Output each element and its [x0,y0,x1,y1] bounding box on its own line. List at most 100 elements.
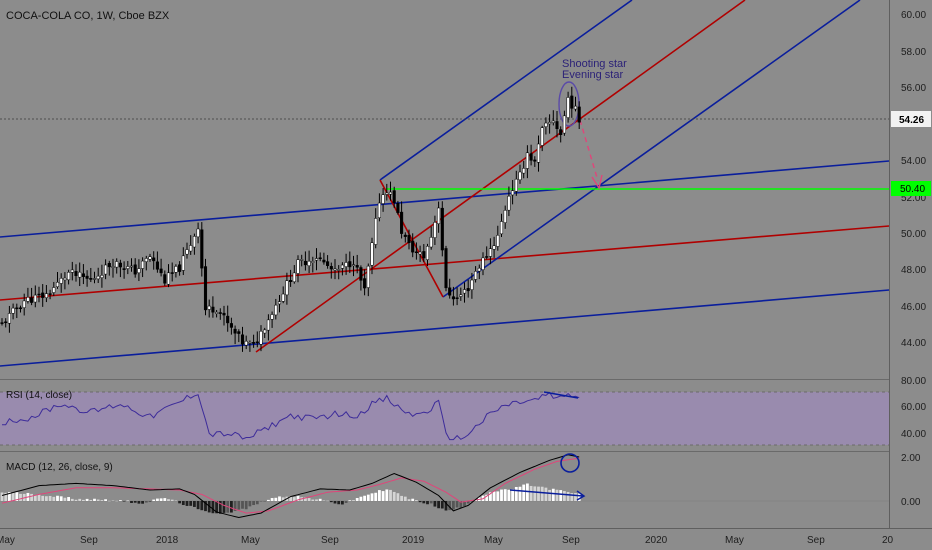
macd-histogram-bar [403,496,407,501]
macd-histogram-bar [37,494,41,501]
candle-down [18,307,23,310]
macd-histogram-bar [485,494,489,501]
candle-down [89,278,93,280]
macd-histogram-bar [85,498,89,501]
candle-down [4,321,8,324]
projection-arrowhead [591,174,603,190]
time-axis[interactable]: May Sep 2018 May Sep 2019 May Sep 2020 M… [0,535,894,546]
macd-histogram-bar [122,501,126,502]
macd-axis: 2.00 0.00 [901,453,921,508]
macd-histogram-bar [181,501,185,506]
macd-histogram-bar [163,498,167,501]
macd-histogram-bar [230,501,233,513]
macd-histogram-bar [56,495,59,501]
macd-histogram-bar [167,499,170,501]
macd-histogram-bar [514,486,518,501]
candle-up [548,122,552,125]
macd-histogram-bar [522,484,526,501]
candle-up [52,287,56,293]
candle-up [562,115,566,134]
time-label: May [0,535,15,546]
macd-histogram-bar [296,495,300,501]
candle-up [296,259,300,274]
chart-title[interactable]: COCA-COLA CO, 1W, Cboe BZX [6,10,170,22]
macd-histogram-bar [218,501,222,514]
candle-up [129,265,134,268]
macd-histogram-bar [503,489,507,501]
candle-down [559,129,563,135]
candle-up [111,266,115,268]
channel-lower-line[interactable] [0,289,890,367]
macd-histogram-trend-line [509,489,584,497]
rsi-title[interactable]: RSI (14, close) [6,390,72,401]
pitchfork-upper-line[interactable] [379,0,633,181]
macd-histogram-bar [237,501,241,510]
price-axis[interactable]: 60.00 58.00 56.00 52.00 54.00 50.00 48.0… [901,10,926,349]
candle-down [85,275,89,279]
support-price-marker [891,181,931,196]
candle-up [44,293,48,298]
candle-up [381,194,385,204]
candle-up [385,192,389,195]
macd-histogram-bar [304,497,307,501]
rsi-tick: 40.00 [901,429,926,440]
rsi-tick: 80.00 [901,376,926,387]
rsi-band [0,392,889,445]
candle-up [340,264,344,269]
candle-up [551,120,555,123]
macd-histogram-bar [452,501,455,510]
macd-histogram-bar [89,499,93,501]
price-axis-border [889,0,890,528]
pattern-label-evening-star: Evening star [562,69,623,81]
macd-histogram-bar [115,500,119,502]
macd-histogram-bar [489,492,492,501]
candle-up [370,242,374,266]
macd-histogram-bar [104,499,107,501]
macd-histogram-bar [540,486,544,501]
candle-up [388,191,393,195]
macd-histogram-bar [551,488,555,501]
candle-up [522,168,526,174]
candle-down [359,267,363,281]
macd-histogram-bar [315,499,318,501]
rsi-tick: 60.00 [901,402,926,413]
macd-title[interactable]: MACD (12, 26, close, 9) [6,462,113,473]
candle-down [440,207,444,251]
candle-down [229,323,233,328]
macd-histogram-bar [4,492,8,501]
candle-up [22,300,26,308]
candle-up [544,122,548,127]
candle-up [333,268,337,271]
macd-histogram-bar [152,499,156,501]
candle-down [15,307,19,310]
macd-histogram-bar [392,491,396,501]
macd-histogram-bar [511,489,514,501]
candle-down [400,211,404,234]
macd-histogram-bar [537,486,540,501]
macd-histogram-bar [137,501,141,504]
candle-down [392,190,396,203]
candle-down [118,262,122,268]
candle-down [178,264,182,272]
macd-histogram-bar [148,501,152,503]
candle-up [137,268,141,274]
candle-down [407,234,411,243]
candle-up [433,222,437,238]
price-tick: 52.00 [901,193,926,204]
candle-down [233,328,237,334]
candle-down [348,261,352,268]
candle-up [281,293,285,302]
macd-histogram-bar [574,493,577,501]
time-label: May [241,535,260,546]
pitchfork-median-line[interactable] [255,0,746,353]
candle-down [444,248,448,289]
price-tick: 54.00 [901,156,926,167]
macd-histogram-bar [422,501,426,504]
channel-upper-line[interactable] [0,160,890,238]
candlestick-series[interactable] [0,86,581,352]
candle-up [566,97,570,118]
candle-up [70,269,74,273]
pitchfork-lower-line[interactable] [442,0,861,298]
time-label: 2018 [156,535,179,546]
